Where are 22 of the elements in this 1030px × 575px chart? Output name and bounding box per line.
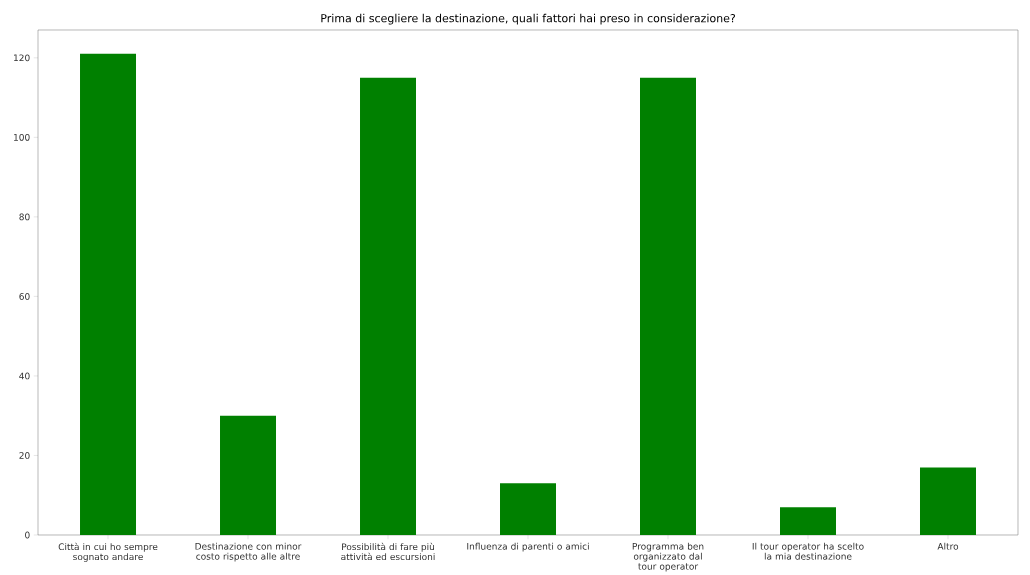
bar bbox=[500, 483, 557, 535]
y-tick-label: 0 bbox=[25, 531, 30, 539]
x-tick-label: Possibilità di fare più attività ed escursioni bbox=[341, 542, 435, 561]
x-tick-label: Città in cui ho sempre sognato andare bbox=[58, 542, 158, 562]
x-tick-label: Altro bbox=[937, 542, 959, 550]
bar bbox=[920, 467, 976, 535]
y-tick-label: 20 bbox=[19, 452, 30, 459]
y-tick-label: 40 bbox=[19, 372, 30, 380]
y-tick-label: 80 bbox=[19, 213, 30, 221]
x-tick-label: Destinazione con minor costo rispetto alle altre bbox=[195, 542, 302, 562]
bar bbox=[80, 53, 137, 535]
y-tick-label: 120 bbox=[14, 54, 30, 62]
chart-title: Prima di scegliere la destinazione, quali fattori hai preso in considerazione? bbox=[321, 13, 735, 25]
bar bbox=[220, 415, 277, 535]
y-tick-label: 60 bbox=[19, 293, 30, 300]
bar bbox=[640, 77, 696, 535]
x-tick-label: Programma ben organizzato dal tour operator bbox=[632, 542, 704, 572]
x-tick-label: Influenza di parenti o amici bbox=[467, 542, 589, 552]
bar bbox=[780, 507, 836, 535]
y-tick-label: 100 bbox=[14, 133, 30, 141]
bar bbox=[360, 77, 417, 535]
x-tick-label: Il tour operator ha scelto la mia destinazione bbox=[752, 542, 864, 560]
